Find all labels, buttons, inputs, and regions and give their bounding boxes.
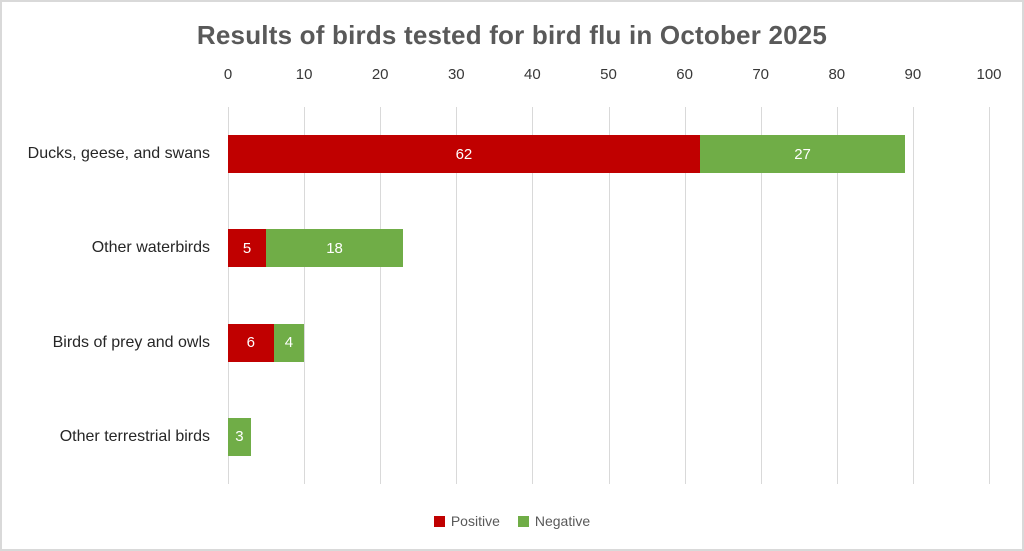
x-axis-tick-label: 40 [524,66,541,83]
gridline [989,107,990,484]
x-axis-tick-label: 0 [223,66,233,83]
gridline [228,107,229,484]
x-axis-tick-label: 60 [676,66,693,83]
chart-title: Results of birds tested for bird flu in … [196,20,828,50]
bar-value-label: 3 [235,428,244,446]
bar-segment-positive: 62 [228,135,700,174]
gridline [380,107,382,484]
legend: Positive Negative [2,513,1022,529]
x-axis-tick-label: 10 [295,66,313,83]
bar-segment-negative: 18 [266,229,404,268]
gridline [912,107,914,484]
bar-row: 5 18 [228,229,404,268]
category-label: Birds of prey and owls [52,333,210,351]
bar-segment-positive: 5 [228,229,267,268]
legend-swatch-positive [433,515,445,527]
legend-item-positive: Positive [433,513,500,529]
bar-row: 62 27 [228,135,906,174]
gridline [836,107,838,484]
gridline [684,107,686,484]
gridline [456,107,458,484]
bar-segment-negative: 3 [228,417,251,456]
bar-value-label: 18 [326,239,343,257]
x-axis-tick-label: 90 [904,66,922,83]
x-axis-tick-label: 50 [600,66,617,83]
bar-value-label: 5 [242,239,252,257]
legend-label: Negative [534,513,591,529]
legend-label: Positive [450,513,500,529]
gridline [532,107,534,484]
bar-value-label: 6 [246,334,255,352]
category-label: Other waterbirds [91,239,210,257]
legend-swatch-negative [517,515,529,527]
gridline [760,107,762,484]
gridline [304,107,306,484]
legend-item-negative: Negative [517,513,591,529]
bar-segment-positive: 6 [228,323,274,362]
category-label: Other terrestrial birds [59,427,210,445]
category-label: Ducks, geese, and swans [27,145,210,163]
x-axis-tick-label: 30 [447,66,465,83]
x-axis-tick-label: 20 [371,66,389,83]
bar-segment-negative: 27 [699,135,906,174]
x-axis-tick-label: 100 [976,66,1002,83]
bar-row: 3 [228,417,251,456]
bar-segment-negative: 4 [273,323,305,362]
x-axis-tick-label: 80 [828,66,846,83]
gridline [608,107,610,484]
bar-value-label: 4 [284,334,294,352]
x-axis-tick-label: 70 [752,66,770,83]
bar-value-label: 27 [794,145,811,163]
bar-value-label: 62 [455,145,473,163]
